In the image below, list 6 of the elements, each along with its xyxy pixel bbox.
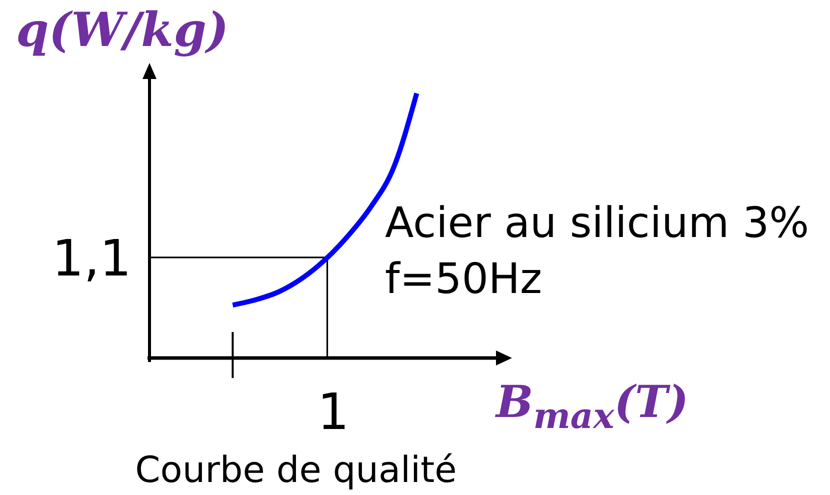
text: 1,1: [52, 229, 132, 288]
text: Courbe de qualité: [135, 450, 457, 491]
x-axis-title: B$_{max}$(T): [494, 377, 689, 438]
text: 1: [317, 383, 350, 441]
y-axis-title: q(W/kg): [16, 3, 229, 58]
annotation: Acier au silicium 3% f=50Hz: [385, 198, 810, 303]
